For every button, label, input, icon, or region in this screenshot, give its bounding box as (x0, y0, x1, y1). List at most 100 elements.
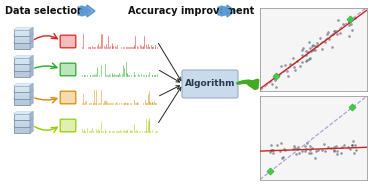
Point (326, 38, 332, 41)
Point (349, 143, 355, 146)
Point (278, 64, 284, 67)
FancyBboxPatch shape (60, 91, 76, 104)
Point (282, 149, 288, 152)
Point (291, 145, 297, 148)
Point (349, 29, 355, 32)
Point (295, 145, 301, 148)
Polygon shape (30, 40, 33, 49)
Point (334, 32, 340, 35)
Point (321, 143, 327, 146)
Point (324, 33, 330, 36)
Point (345, 145, 351, 148)
Point (293, 153, 299, 156)
Point (349, 105, 355, 108)
Point (303, 147, 309, 150)
Point (285, 74, 291, 77)
Point (279, 157, 285, 160)
Point (292, 146, 298, 149)
Bar (14, 42, 30, 49)
Point (299, 53, 305, 57)
Point (285, 70, 291, 73)
Point (347, 17, 353, 20)
Point (294, 59, 300, 62)
Point (313, 44, 319, 47)
Point (333, 144, 339, 147)
FancyBboxPatch shape (60, 119, 76, 132)
Polygon shape (14, 56, 33, 58)
Point (346, 20, 352, 23)
Polygon shape (30, 84, 33, 92)
Point (308, 151, 314, 154)
Polygon shape (30, 118, 33, 127)
Point (316, 37, 322, 40)
Polygon shape (14, 68, 33, 70)
Point (331, 148, 337, 151)
Polygon shape (14, 28, 33, 30)
Point (310, 43, 316, 46)
Point (313, 149, 319, 153)
Bar (14, 120, 30, 127)
Point (269, 143, 275, 146)
Point (300, 47, 306, 50)
Point (309, 45, 315, 48)
Polygon shape (30, 34, 33, 43)
Bar (14, 98, 30, 105)
Polygon shape (30, 96, 33, 105)
Point (291, 66, 297, 69)
Polygon shape (14, 112, 33, 114)
Bar (14, 92, 30, 99)
Point (328, 146, 334, 149)
Polygon shape (14, 40, 33, 42)
Point (331, 149, 337, 152)
Point (330, 32, 336, 35)
Point (338, 151, 344, 154)
Point (312, 49, 318, 52)
Point (268, 148, 274, 151)
Point (272, 78, 278, 81)
Point (269, 149, 275, 152)
Point (346, 34, 352, 37)
Point (301, 145, 307, 148)
Bar (14, 70, 30, 77)
Bar (14, 36, 30, 43)
Point (289, 147, 295, 150)
Point (350, 140, 356, 143)
Point (315, 41, 321, 44)
Point (329, 45, 335, 48)
Point (312, 44, 318, 47)
Polygon shape (30, 90, 33, 99)
Polygon shape (14, 62, 33, 64)
Point (312, 156, 318, 159)
FancyBboxPatch shape (182, 70, 238, 98)
Point (347, 147, 353, 150)
Point (350, 143, 356, 146)
Point (294, 147, 300, 150)
Point (340, 22, 346, 25)
Point (334, 149, 340, 152)
Point (273, 75, 279, 78)
Bar (14, 126, 30, 133)
Point (307, 149, 313, 152)
Point (331, 29, 337, 32)
FancyArrow shape (218, 5, 235, 17)
FancyBboxPatch shape (60, 63, 76, 76)
Bar (14, 64, 30, 71)
Point (273, 75, 279, 78)
Point (325, 146, 331, 149)
Point (322, 149, 328, 152)
Point (307, 56, 313, 59)
Point (299, 150, 305, 153)
Bar (14, 114, 30, 120)
Point (303, 60, 309, 63)
Point (331, 146, 337, 149)
Point (304, 141, 310, 144)
Bar (14, 30, 30, 36)
Point (303, 49, 309, 52)
Point (306, 41, 312, 44)
Point (305, 51, 311, 54)
Bar (14, 58, 30, 64)
Point (297, 65, 303, 68)
Polygon shape (30, 56, 33, 64)
Point (325, 31, 331, 34)
Point (269, 83, 275, 86)
